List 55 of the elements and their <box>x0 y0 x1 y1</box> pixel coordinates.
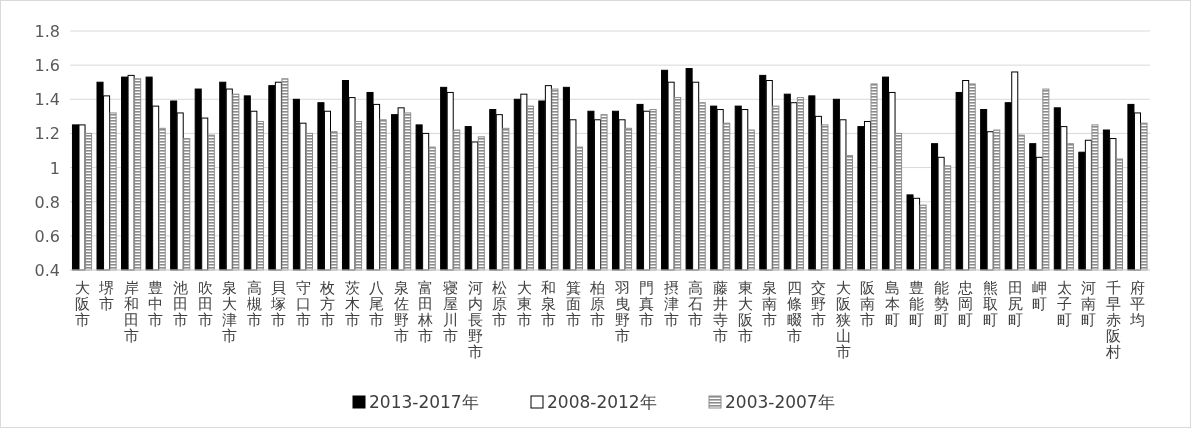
x-tick-label: 池田市 <box>172 279 188 329</box>
x-tick-label: 忠岡町 <box>957 279 974 329</box>
x-tick-label: 寝屋川市 <box>442 279 458 345</box>
x-tick-label: 和泉市 <box>541 279 557 329</box>
y-tick-label: 0.4 <box>34 261 60 280</box>
x-tick-label: 千早赤阪村 <box>1104 279 1121 361</box>
x-tick-label: 八尾市 <box>369 279 385 329</box>
x-tick-label: 阪南市 <box>860 279 876 329</box>
x-tick-label: 松原市 <box>492 279 508 329</box>
y-tick-label: 1 <box>49 158 60 178</box>
x-tick-label: 島本町 <box>884 279 900 329</box>
x-tick-label: 富田林市 <box>417 279 434 345</box>
y-tick-label: 1.2 <box>34 124 60 144</box>
x-tick-label: 豊能町 <box>909 279 925 329</box>
x-tick-label: 泉佐野市 <box>393 279 409 345</box>
x-tick-label: 大阪市 <box>74 279 90 329</box>
y-tick-label: 0.6 <box>34 226 60 246</box>
x-tick-label: 泉南市 <box>762 279 778 329</box>
x-tick-label: 高石市 <box>688 279 704 329</box>
x-tick-label: 堺市 <box>98 279 115 313</box>
legend-label: 2013-2017年 <box>369 392 479 412</box>
x-tick-label: 河南町 <box>1081 279 1097 329</box>
x-tick-label: 太子町 <box>1056 279 1072 329</box>
x-tick-label: 河内長野市 <box>467 279 483 361</box>
legend-label: 2008-2012年 <box>547 392 657 412</box>
y-tick-label: 1.4 <box>34 90 60 110</box>
y-tick-label: 1.8 <box>34 22 60 41</box>
x-tick-label: 守口市 <box>295 279 311 329</box>
x-tick-label: 藤井寺市 <box>712 279 728 345</box>
x-tick-label: 豊中市 <box>148 279 164 329</box>
x-tick-label: 熊取町 <box>982 279 998 329</box>
y-tick-label: 1.6 <box>34 56 60 76</box>
x-tick-label: 田尻町 <box>1007 279 1023 329</box>
x-tick-label: 四條畷市 <box>786 279 802 345</box>
x-tick-label: 大東市 <box>516 279 532 329</box>
x-tick-label: 枚方市 <box>319 279 336 329</box>
x-tick-label: 羽曳野市 <box>613 279 630 345</box>
x-tick-label: 能勢町 <box>933 279 949 329</box>
x-tick-label: 岸和田市 <box>123 279 139 345</box>
x-tick-label: 茨木市 <box>344 279 360 329</box>
x-tick-label: 箕面市 <box>565 279 581 329</box>
x-tick-label: 吹田市 <box>197 279 213 329</box>
x-tick-label: 高槻市 <box>246 279 262 329</box>
x-tick-label: 東大阪市 <box>737 279 753 345</box>
x-tick-label: 交野市 <box>811 279 827 329</box>
x-tick-label: 岬町 <box>1032 279 1048 313</box>
x-tick-label: 柏原市 <box>589 279 606 329</box>
x-tick-label: 府平均 <box>1129 279 1146 329</box>
legend-label: 2003-2007年 <box>725 392 835 412</box>
x-tick-label: 泉大津市 <box>222 279 238 345</box>
x-tick-label: 門真市 <box>639 279 655 329</box>
x-tick-label: 摂津市 <box>663 279 679 329</box>
x-tick-label: 大阪狭山市 <box>835 279 851 361</box>
x-tick-label: 貝塚市 <box>270 279 287 329</box>
y-tick-label: 0.8 <box>34 192 60 212</box>
